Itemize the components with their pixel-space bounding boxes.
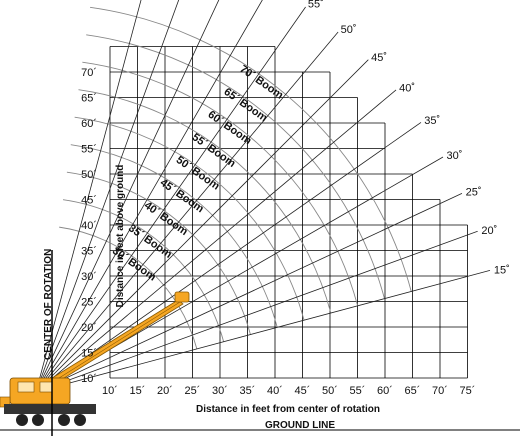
crane-cab-window [39,381,53,393]
boom-arc [66,171,251,335]
y-tick-label: 60´ [81,118,97,130]
boom-angle-line [35,230,478,393]
crane-illustration [0,291,190,426]
boom-arc [74,116,305,321]
x-tick-label: 45´ [295,385,311,397]
angle-label: 55˚ [308,0,324,11]
x-tick-label: 35´ [240,385,256,397]
x-tick-label: 20´ [157,385,173,397]
x-tick-label: 60´ [377,385,393,397]
angle-labels: 15˚20˚25˚30˚35˚40˚45˚50˚55˚60˚65˚70˚75˚ [308,0,510,276]
y-tick-label: 15´ [81,348,97,360]
angle-label: 50˚ [341,24,357,36]
x-tick-label: 50´ [322,385,338,397]
x-tick-label: 25´ [185,385,201,397]
y-axis-title: Distance in feet above ground [115,165,126,308]
x-tick-label: 55´ [350,385,366,397]
boom-length-arcs [59,6,412,350]
boom-length-label: 60´ Boom [206,109,254,148]
boom-angle-line [35,0,142,393]
x-tick-label: 70´ [432,385,448,397]
x-tick-label: 40´ [267,385,283,397]
x-axis-title: Distance in feet from center of rotation [196,404,380,415]
crane-boom-edge [39,301,181,391]
y-tick-label: 20´ [81,322,97,334]
crane-wheel [32,414,44,426]
chart-grid [109,46,468,379]
boom-angle-line [35,269,491,393]
y-tick-label: 70´ [81,67,97,79]
x-tick-label: 75´ [460,385,476,397]
boom-angle-line [35,0,220,393]
y-tick-label: 55´ [81,144,97,156]
crane-carrier [4,404,96,414]
x-tick-labels: 10´ 15´ 20´ 25´ 30´ 35´ 40´ 45´ 50´ 55´ 60´ 65´ 70´ 7… [102,385,475,397]
crane-wheel [58,414,70,426]
boom-angle-line [35,0,180,393]
crane-wheel [16,414,28,426]
x-tick-label: 10´ [102,385,118,397]
boom-angle-line [35,89,397,393]
y-tick-label: 10´ [81,373,97,385]
y-tick-label: 45´ [81,195,97,207]
boom-angle-line [35,122,422,393]
angle-label: 45˚ [371,52,387,64]
ground-line-label: GROUND LINE [265,420,335,431]
boom-angle-line [35,193,463,393]
angle-label: 25˚ [466,187,482,199]
boom-angle-line [35,59,369,393]
crane-cab-window [17,381,35,393]
y-tick-label: 35´ [81,246,97,258]
boom-arc [62,199,225,342]
x-tick-label: 15´ [130,385,146,397]
y-tick-label: 65´ [81,93,97,105]
center-of-rotation-label: CENTER OF ROTATION [43,249,54,360]
boom-length-label: 65´ Boom [221,86,269,125]
x-tick-label: 30´ [212,385,228,397]
y-tick-labels: 10´ 15´ 20´ 25´ 30´ 35´ 40´ 45´ 50´ 55´ 60´ 65´ 70´ [81,67,97,385]
boom-angle-line [35,0,263,393]
boom-arc [82,61,359,306]
boom-length-label: 35´ Boom [126,222,174,261]
boom-angle-line [35,6,306,393]
y-tick-label: 50´ [81,169,97,181]
boom-length-label: 55´ Boom [190,131,238,170]
boom-arc [86,34,385,299]
boom-angle-line [35,31,339,393]
y-tick-label: 30´ [81,271,97,283]
boom-length-label: 70´ Boom [237,63,285,102]
boom-length-label: 40´ Boom [142,199,190,238]
boom-arc [78,89,332,314]
boom-arc [70,144,278,328]
angle-label: 40˚ [399,82,415,94]
y-tick-label: 40´ [81,220,97,232]
crane-boom-tip [174,291,190,303]
angle-label: 15˚ [494,264,510,276]
y-tick-label: 25´ [81,297,97,309]
boom-arc [59,226,198,350]
angle-label: 20˚ [481,225,497,237]
x-tick-label: 65´ [405,385,421,397]
crane-wheel [74,414,86,426]
boom-angle-lines [35,0,491,393]
angle-label: 30˚ [446,150,462,162]
boom-arc [90,6,412,292]
boom-length-label: 50´ Boom [174,154,222,193]
angle-label: 35˚ [424,115,440,127]
